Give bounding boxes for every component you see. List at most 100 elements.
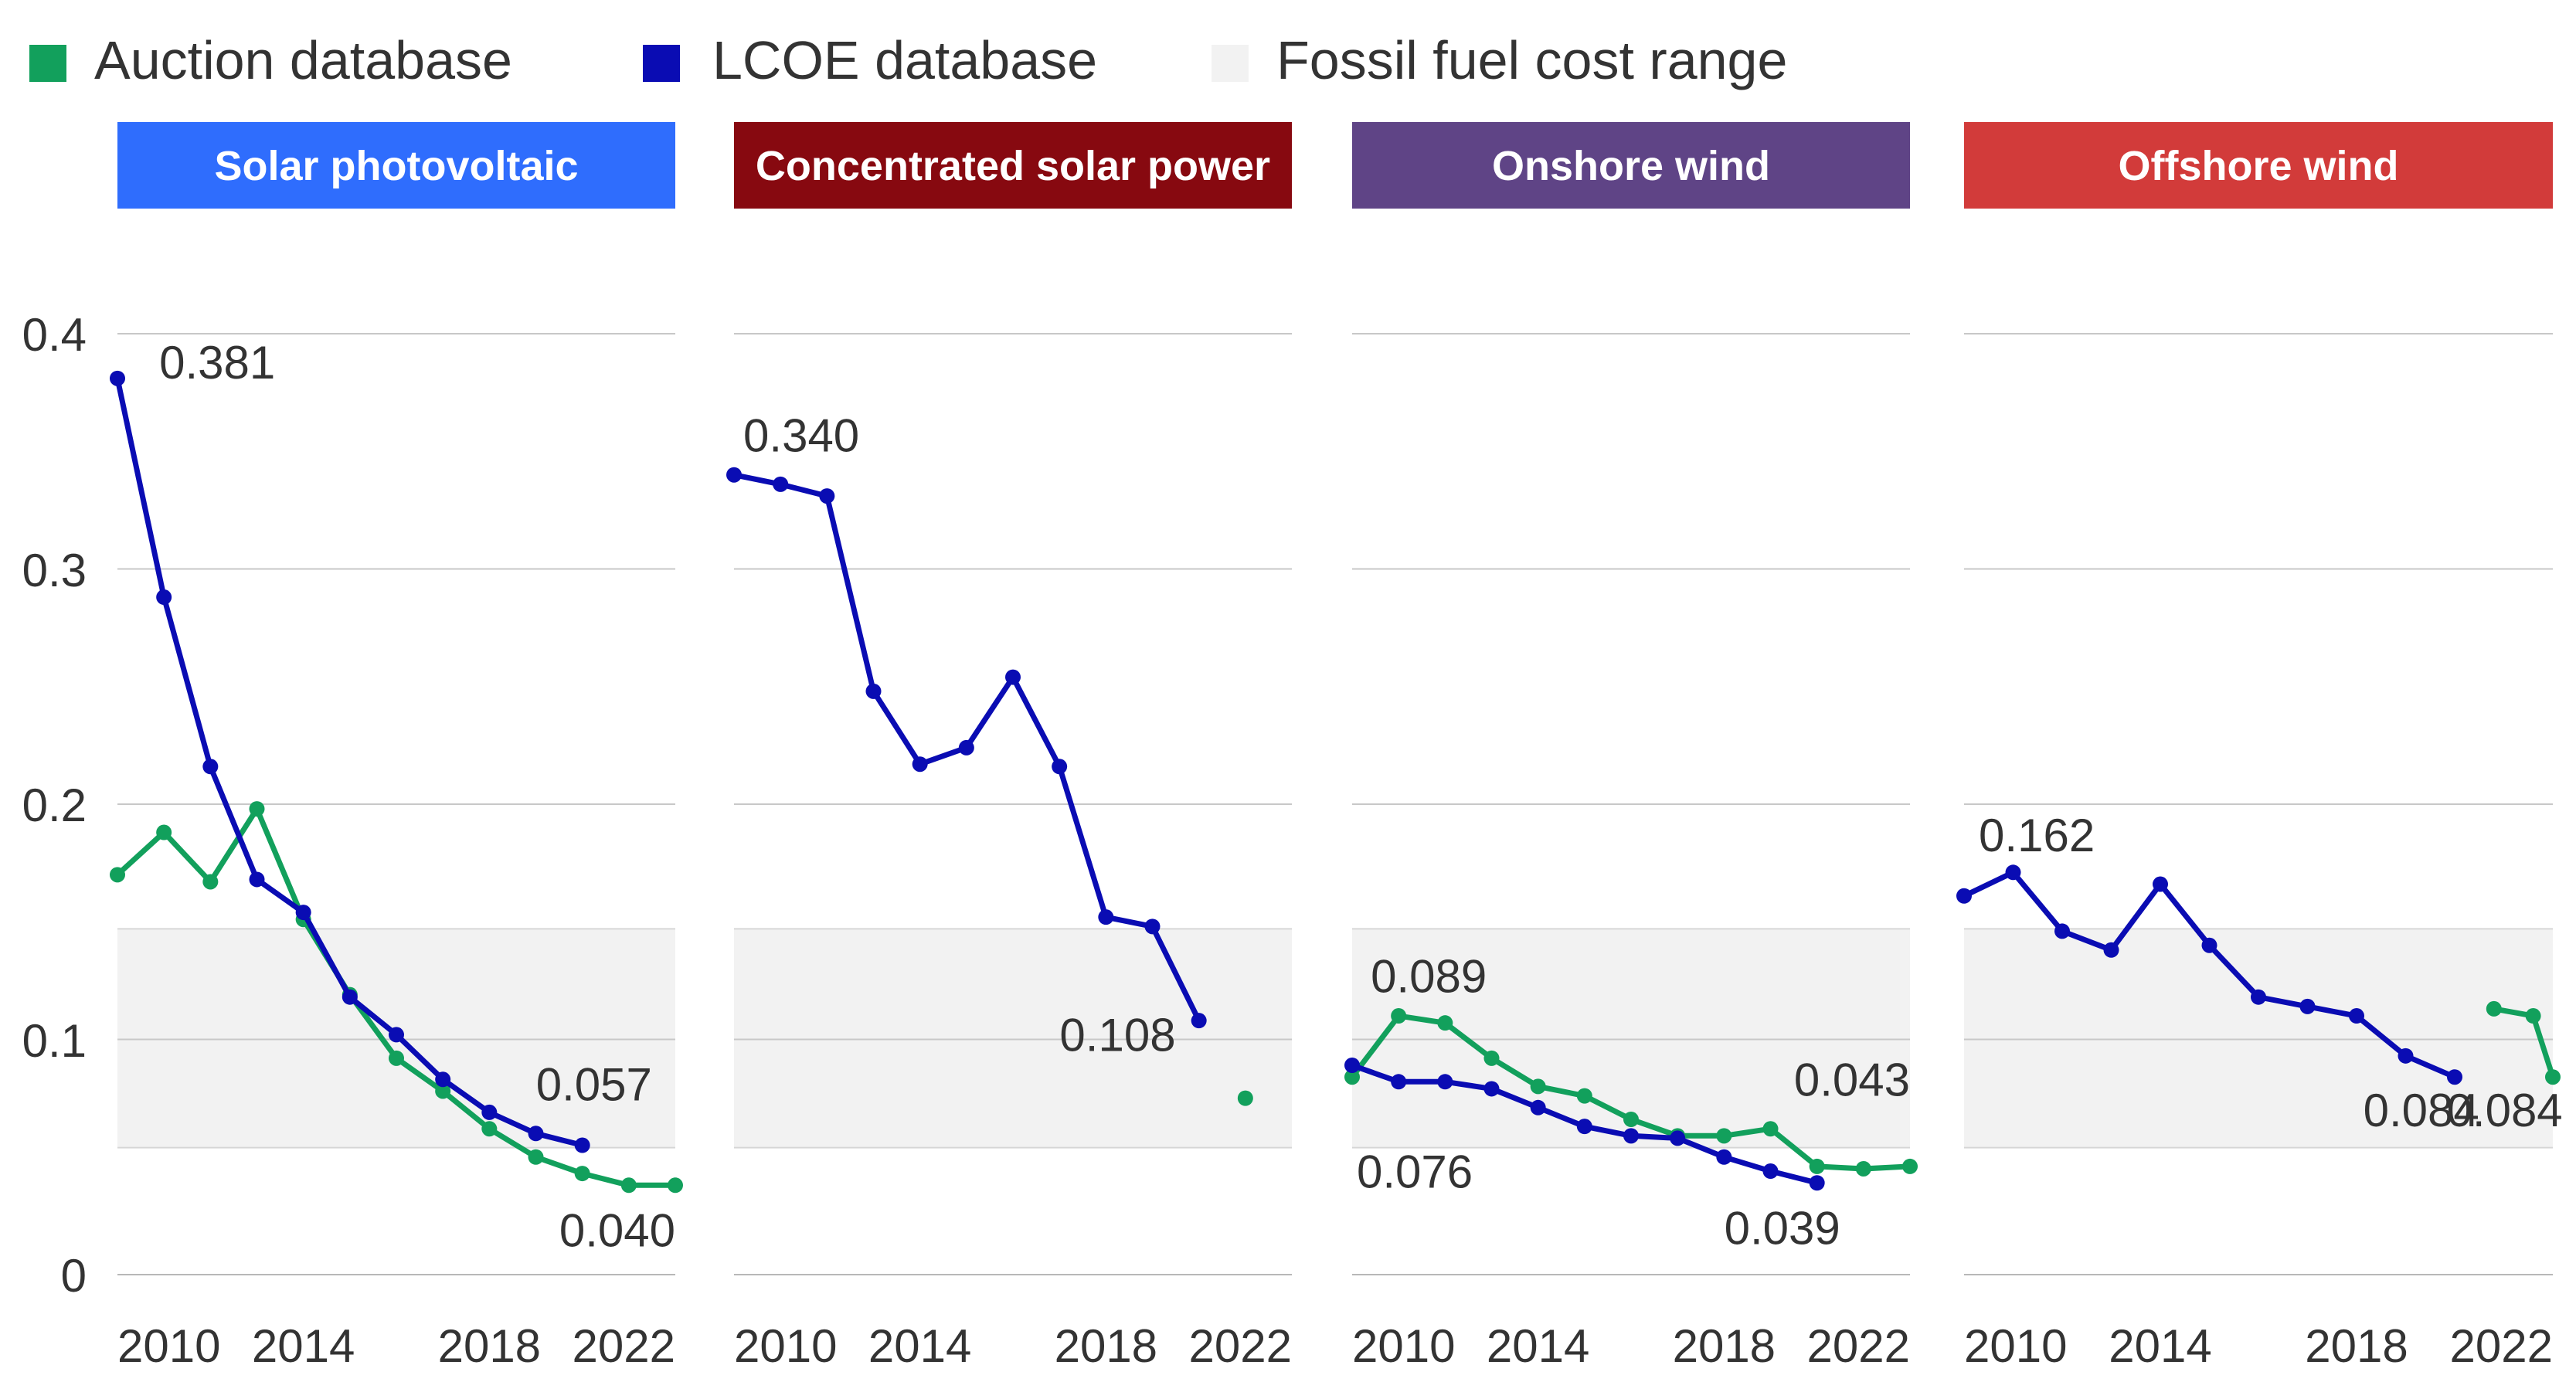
lcoe-series-point xyxy=(2299,998,2316,1014)
lcoe-series-point xyxy=(865,683,882,699)
auction-series-point xyxy=(1483,1050,1500,1066)
lcoe-series-point xyxy=(1191,1013,1207,1029)
x-tick-label: 2018 xyxy=(1673,1320,1776,1372)
auction-series-point xyxy=(1855,1160,1871,1177)
panel-title-banner xyxy=(1352,122,1910,209)
data-label: 0.043 xyxy=(1794,1054,1910,1106)
x-tick-label: 2014 xyxy=(1487,1320,1589,1372)
panel-concentrated-solar-power: Concentrated solar power 2010 2014 2018 2022… xyxy=(726,122,1292,1372)
x-tick-label: 2018 xyxy=(1055,1320,1157,1372)
lcoe-series-point xyxy=(2054,923,2070,939)
x-tick-label: 2014 xyxy=(2109,1320,2211,1372)
y-tick-label: 0.2 xyxy=(22,779,87,831)
lcoe-series-point xyxy=(2201,937,2217,953)
x-tick-label: 2010 xyxy=(1352,1320,1455,1372)
x-tick-label: 2022 xyxy=(1807,1320,1910,1372)
legend-label-auction: Auction database xyxy=(94,30,512,90)
lcoe-series-point xyxy=(1623,1128,1639,1144)
legend-item-lcoe: LCOE database xyxy=(643,30,1097,90)
auction-series-point xyxy=(1391,1008,1407,1024)
y-tick-label: 0.4 xyxy=(22,309,87,361)
lcoe-series-point xyxy=(1576,1119,1592,1135)
panels: Solar photovoltaic 2010 2014 2018 2022 0.381 0… xyxy=(110,122,2563,1372)
auction-series-point xyxy=(668,1177,683,1194)
lcoe-series-point xyxy=(773,476,789,492)
x-tick-label: 2014 xyxy=(868,1320,971,1372)
lcoe-series-point xyxy=(2153,876,2168,892)
x-tick-label: 2022 xyxy=(2450,1320,2553,1372)
lcoe-series-point xyxy=(1716,1149,1732,1165)
lcoe-series-point xyxy=(2005,864,2021,881)
lcoe-series-point xyxy=(2398,1048,2414,1064)
lcoe-series-point xyxy=(1391,1074,1407,1090)
auction-series-point xyxy=(2545,1069,2561,1085)
legend-swatch-fossil xyxy=(1212,45,1249,82)
lcoe-series-point xyxy=(726,467,742,483)
lcoe-series-point xyxy=(958,739,974,756)
lcoe-series-point xyxy=(295,905,311,921)
auction-series-point xyxy=(620,1177,637,1194)
auction-series-point xyxy=(1530,1078,1546,1095)
lcoe-series-point xyxy=(1670,1130,1686,1146)
auction-series-point xyxy=(1623,1112,1639,1128)
auction-series-point xyxy=(435,1083,451,1099)
lcoe-series-point xyxy=(435,1071,451,1088)
data-label: 0.084 xyxy=(2364,1085,2479,1136)
auction-series-point xyxy=(202,874,219,890)
data-label: 0.381 xyxy=(159,337,275,389)
data-label: 0.108 xyxy=(1059,1010,1175,1061)
auction-series-point xyxy=(389,1050,404,1066)
auction-series-point xyxy=(481,1121,498,1137)
panel-title-banner xyxy=(1964,122,2553,209)
x-tick-label: 2018 xyxy=(2305,1320,2408,1372)
lcoe-series-point xyxy=(819,488,835,504)
panel-title-banner xyxy=(734,122,1292,209)
panel-title: Offshore wind xyxy=(2119,143,2399,189)
data-label: 0.089 xyxy=(1371,951,1487,1003)
data-label: 0.039 xyxy=(1725,1202,1840,1254)
x-tick-label: 2010 xyxy=(1964,1320,2067,1372)
auction-series-point xyxy=(2525,1008,2541,1024)
auction-series-point xyxy=(2486,1000,2502,1017)
x-tick-label: 2010 xyxy=(117,1320,220,1372)
data-label: 0.084 xyxy=(2447,1085,2563,1136)
y-tick-label: 0 xyxy=(61,1250,87,1302)
lcoe-series-point xyxy=(2103,942,2119,958)
panel-solar-photovoltaic: Solar photovoltaic 2010 2014 2018 2022 0.381 0… xyxy=(110,122,683,1372)
legend-label-fossil: Fossil fuel cost range xyxy=(1276,30,1787,90)
auction-series-point xyxy=(156,824,172,840)
legend: Auction database LCOE database Fossil fu… xyxy=(29,30,1787,90)
panel-title-banner xyxy=(117,122,675,209)
auction-series-point xyxy=(1576,1088,1592,1104)
x-tick-label: 2014 xyxy=(252,1320,355,1372)
lcoe-series-point xyxy=(1144,919,1161,935)
fossil-fuel-band xyxy=(1352,929,1910,1148)
data-label: 0.040 xyxy=(559,1204,675,1256)
auction-series-point xyxy=(1237,1090,1253,1106)
lcoe-series-point xyxy=(1956,888,1972,904)
auction-series-point xyxy=(528,1149,544,1165)
lcoe-series-point xyxy=(1052,759,1068,775)
lcoe-series-point xyxy=(574,1137,590,1153)
lcoe-series-point xyxy=(156,589,172,606)
lcoe-series-point xyxy=(1762,1163,1779,1180)
x-tick-label: 2018 xyxy=(438,1320,541,1372)
auction-series-point xyxy=(110,867,125,883)
legend-swatch-auction xyxy=(29,45,66,82)
fossil-fuel-band xyxy=(734,929,1292,1148)
lcoe-series-point xyxy=(1437,1074,1453,1090)
auction-series-point xyxy=(249,801,265,817)
auction-series-point xyxy=(574,1166,590,1182)
lcoe-series-point xyxy=(249,871,265,888)
lcoe-series-point xyxy=(110,370,125,386)
x-tick-label: 2022 xyxy=(573,1320,675,1372)
x-tick-label: 2010 xyxy=(734,1320,837,1372)
panel-title: Concentrated solar power xyxy=(756,143,1270,189)
y-axis: 0.4 0.3 0.2 0.1 0 xyxy=(22,309,87,1302)
auction-series-point xyxy=(1762,1121,1779,1137)
lcoe-series-point xyxy=(1483,1081,1500,1097)
auction-series-point xyxy=(1809,1158,1825,1174)
panel-onshore-wind: Onshore wind 2010 2014 2018 2022 0.089 0.076 0.… xyxy=(1344,122,1918,1372)
legend-swatch-lcoe xyxy=(643,45,680,82)
